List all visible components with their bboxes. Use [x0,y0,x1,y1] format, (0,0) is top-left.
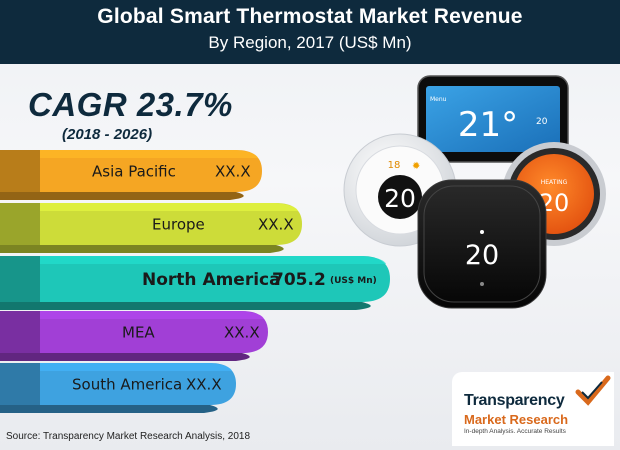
device3-temp: 20 [465,240,499,271]
bar-north-america [40,256,390,302]
chart-title: Global Smart Thermostat Market Revenue [97,5,523,28]
value-label: XX.X [224,323,260,341]
checkmark-logo-icon [575,375,611,406]
category-label: South America [72,375,182,393]
value-label: XX.X [215,162,251,180]
logo-line3: In-depth Analysis. Accurate Results [464,428,566,435]
logo-line2: Market Research [464,412,569,427]
device2-temp: 20 [384,184,416,213]
category-label: Europe [152,215,205,233]
bar-asia-pacific [40,150,262,192]
device4-label: HEATING [541,179,568,186]
category-label: MEA [122,323,155,341]
unit-label: (US$ Mn) [330,276,377,286]
value-label: 705.2 [272,270,326,290]
bar-south-america [40,363,236,405]
value-label: XX.X [186,375,222,393]
category-label: North America [142,270,281,290]
thermostat-rect-device: Menu 21° 20 [417,75,569,163]
cagr-period: (2018 - 2026) [62,126,153,143]
company-logo: Transparency Market Research In-depth An… [452,372,614,446]
header-banner: Global Smart Thermostat Market Revenue B… [0,0,620,64]
device1-temp: 21° [458,105,518,145]
chart-subtitle: By Region, 2017 (US$ Mn) [208,33,412,52]
device1-setpoint: 20 [536,117,548,127]
bar-europe [40,203,302,245]
category-label: Asia Pacific [92,162,176,180]
thermostat-ecobee-device: 20 [417,179,547,309]
value-label: XX.X [258,215,294,233]
bar-mea [40,311,268,353]
device1-menu: Menu [430,96,447,103]
logo-line1: Transparency [464,392,565,409]
device2-small: 18 [388,160,401,171]
source-note: Source: Transparency Market Research Ana… [6,431,251,442]
cagr-value: CAGR 23.7% [28,86,233,123]
sun-icon: ✹ [412,161,420,172]
